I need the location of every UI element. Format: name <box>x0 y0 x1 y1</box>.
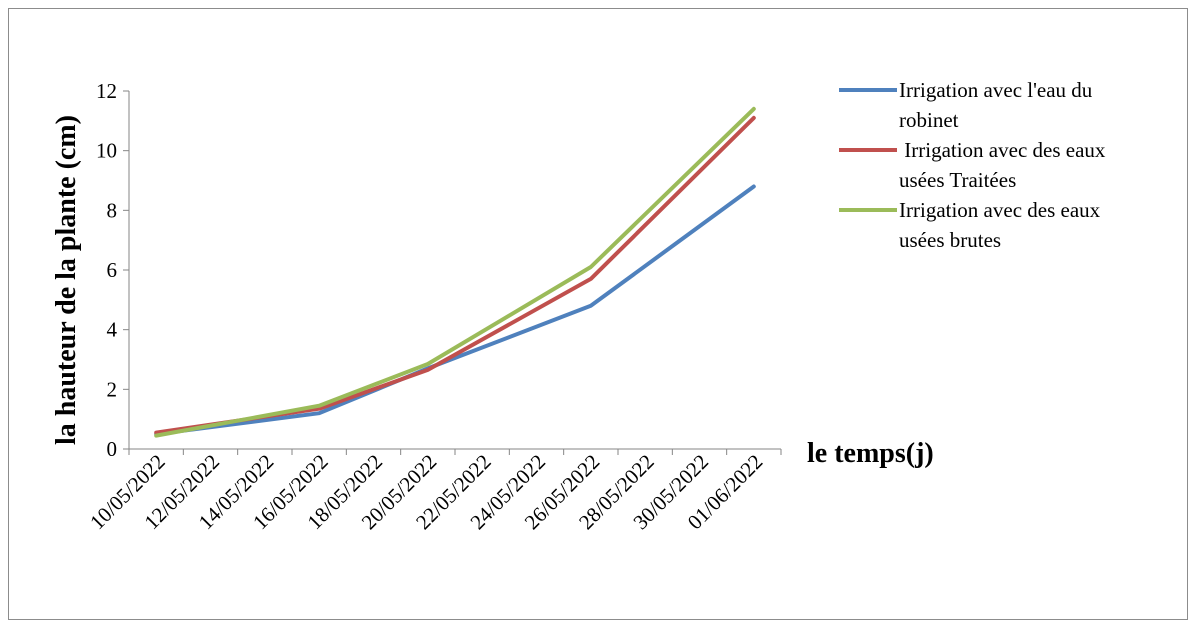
legend-label-2: Irrigation avec des eaux usées Traitées <box>899 138 1106 192</box>
series-line-2 <box>154 115 756 435</box>
y-tick-label: 6 <box>107 258 118 282</box>
y-tick-labels: 0 2 4 6 8 10 12 <box>96 79 118 461</box>
legend-label-1: Irrigation avec l'eau du robinet <box>899 78 1093 132</box>
y-tick-label: 10 <box>96 139 117 163</box>
x-tick-labels: 10/05/202212/05/202214/05/202216/05/2022… <box>85 450 767 535</box>
y-axis-title: la hauteur de la plante (cm) <box>51 115 82 445</box>
line-chart: la hauteur de la plante (cm) le temps(j)… <box>51 78 1106 535</box>
y-axis-title-group: la hauteur de la plante (cm) <box>51 115 82 445</box>
series-line-3 <box>154 106 756 438</box>
series-lines <box>154 106 756 438</box>
y-tick-label: 8 <box>107 198 118 222</box>
axes <box>123 90 782 455</box>
y-tick-label: 0 <box>107 437 118 461</box>
legend-label-3: Irrigation avec des eaux usées brutes <box>899 198 1101 252</box>
y-tick-label: 12 <box>96 79 117 103</box>
x-axis-title: le temps(j) <box>807 438 934 469</box>
legend: Irrigation avec l'eau du robinet Irrigati… <box>839 78 1106 252</box>
y-tick-label: 2 <box>107 377 118 401</box>
series-line-1 <box>154 184 756 437</box>
chart-frame: la hauteur de la plante (cm) le temps(j)… <box>8 8 1188 620</box>
y-tick-label: 4 <box>107 318 118 342</box>
